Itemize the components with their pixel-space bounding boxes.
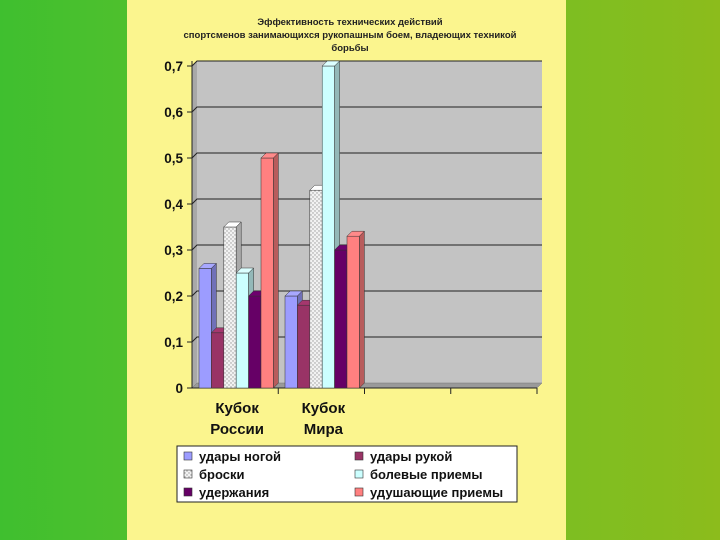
bar-side [359,230,365,389]
legend-box [176,445,518,503]
bars [198,60,366,389]
gridline [191,152,542,159]
y-tick-label: 0,6 [164,105,183,120]
bar-front [334,249,348,389]
gridline [191,106,542,113]
bar [260,152,280,389]
bar-front [284,295,298,389]
bar [346,230,366,389]
x-category-label: России [210,421,264,438]
gridline [191,244,542,251]
chart-title-line-2: спортсменов занимающихся рукопашным боем… [184,30,517,41]
x-category-label: Кубок [215,400,259,417]
legend-swatch [183,451,193,461]
bar-front [309,189,323,389]
gridline [191,336,542,343]
y-tick-label: 0,3 [164,243,183,258]
legend: удары ногой удары рукой броски болевые прие… [176,445,518,503]
y-tick-label: 0,2 [164,289,183,304]
x-category-label: Кубок [302,400,346,417]
legend-label: удары ногой [199,449,281,464]
y-tick-label: 0 [175,381,183,396]
bar-front [321,65,335,389]
bar-front [198,268,212,389]
x-axis-labels: Кубок России Кубок Мира [210,400,345,438]
legend-label: удушающие приемы [370,485,503,500]
bar-front [235,272,249,389]
legend-swatch [183,487,193,497]
legend-swatch [354,487,364,497]
bar-front [223,226,237,389]
gridlines [191,60,542,343]
legend-swatch [183,469,193,479]
chart-title: Эффективность технических действий спорт… [184,17,517,54]
gridline [191,198,542,205]
gridline [191,60,542,67]
y-tick-label: 0,4 [164,197,183,212]
bar-front [297,304,311,389]
y-tick-label: 0,5 [164,151,183,166]
legend-label: болевые приемы [370,467,482,482]
bar-front [211,332,225,389]
legend-label: удержания [199,485,269,500]
legend-swatch [354,451,364,461]
gridline [191,290,542,297]
legend-label: удары рукой [370,449,452,464]
bar-front [260,157,274,389]
y-tick-label: 0,7 [164,59,183,74]
y-tick-label: 0,1 [164,335,183,350]
bar-front [248,295,262,389]
bar-side [273,152,279,389]
chart-title-line-1: Эффективность технических действий [257,17,442,28]
legend-label: броски [199,467,244,482]
bar-front [346,235,360,389]
y-axis-ticks: 0 0,1 0,2 0,3 0,4 0,5 0,6 0,7 [164,59,192,396]
x-category-label: Мира [304,421,344,438]
chart-title-line-3: борьбы [331,43,368,54]
legend-swatch [354,469,364,479]
plot-side-wall [192,61,197,388]
